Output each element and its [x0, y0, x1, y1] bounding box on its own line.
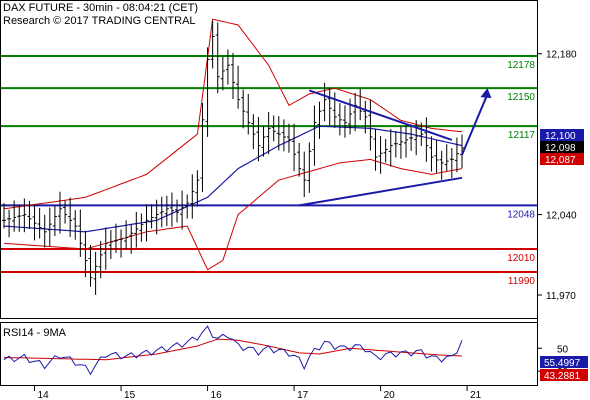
bollinger-lower-line	[3, 158, 463, 271]
price-badge-label: 12,100	[545, 131, 576, 142]
bollinger-upper-line	[3, 18, 463, 210]
price-badge	[540, 129, 584, 141]
x-tick-label: 17	[297, 390, 309, 400]
level-label-12010: 12010	[507, 253, 535, 264]
level-label-12117: 12117	[508, 130, 536, 141]
x-tick-label: 20	[384, 390, 396, 400]
rsi-badge	[540, 369, 588, 381]
trendline-lower	[298, 176, 463, 207]
level-label-11990: 11990	[508, 276, 536, 287]
rsi-badge-label: 43.2881	[544, 371, 581, 382]
rsi-y-tick-label: 50	[557, 344, 569, 355]
x-tick-label: 16	[211, 390, 223, 400]
price-y-tick-label: 12,040	[546, 211, 577, 222]
moving-average-line	[3, 125, 463, 233]
rsi-label: RSI14 - 9MA	[3, 327, 66, 339]
price-y-tick-label: 11,970	[546, 291, 576, 302]
price-badge-label: 12,087	[545, 155, 576, 166]
trendline-upper	[309, 89, 453, 141]
level-label-12178: 12178	[507, 60, 535, 71]
rsi-badge	[540, 356, 588, 368]
price-badge	[540, 141, 584, 153]
x-tick-label: 15	[124, 390, 136, 400]
forecast-arrow-head	[480, 88, 492, 99]
chart-subtitle: Research © 2017 TRADING CENTRAL	[3, 15, 196, 27]
rsi-line	[3, 325, 463, 376]
rsi-ma-line	[3, 338, 463, 361]
x-tick-label: 14	[38, 390, 50, 400]
chart-title: DAX FUTURE - 30min - 08:04:21 (CET)	[3, 2, 198, 14]
rsi-badge-label: 55.4997	[544, 358, 581, 369]
price-badge	[540, 153, 584, 165]
level-label-12048: 12048	[507, 209, 535, 220]
price-y-tick-label: 12,180	[546, 50, 577, 61]
level-label-12150: 12150	[507, 92, 535, 103]
forecast-arrow-shaft	[461, 93, 489, 156]
price-badge-label: 12,098	[545, 143, 576, 154]
x-tick-label: 21	[470, 390, 482, 400]
rsi-panel-frame	[0, 322, 538, 386]
